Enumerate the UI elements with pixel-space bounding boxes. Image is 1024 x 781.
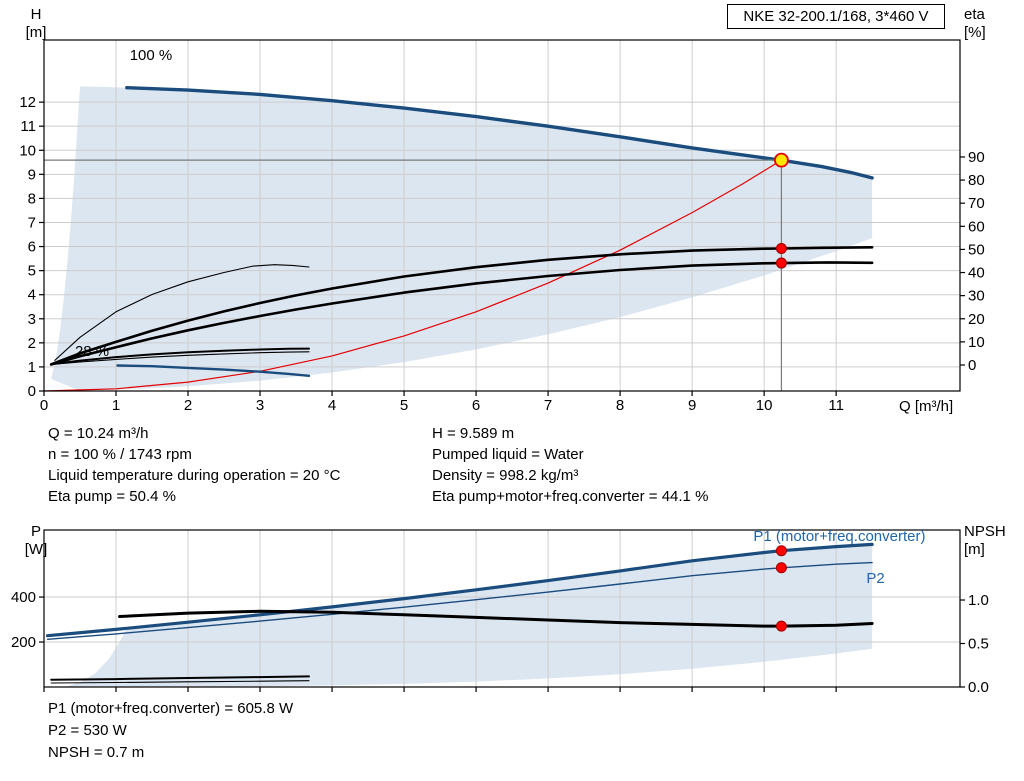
y-right-tick-label: 0.5 bbox=[968, 636, 989, 653]
info-line-p1: P1 (motor+freq.converter) = 605.8 W bbox=[48, 700, 294, 717]
y-right-tick-label: 40 bbox=[968, 265, 985, 282]
series-p-low-speed-curve-2 bbox=[50, 680, 310, 684]
y-right-tick-label: 50 bbox=[968, 241, 985, 258]
series-p-low-speed-curve-1 bbox=[50, 675, 310, 681]
info-line-h: H = 9.589 m bbox=[432, 425, 515, 442]
y-left-tick-label: 200 bbox=[11, 634, 36, 651]
y-left-tick-label: 12 bbox=[19, 94, 36, 111]
p1-point-marker bbox=[775, 545, 787, 557]
series-eta-low-curve-1 bbox=[50, 347, 310, 366]
y-left-tick-label: 1 bbox=[28, 359, 36, 376]
eta-axis-unit: [%] bbox=[964, 24, 986, 41]
p-axis-unit: [W] bbox=[24, 541, 48, 558]
npsh-point-marker bbox=[775, 620, 787, 632]
y-right-tick-label: 10 bbox=[968, 334, 985, 351]
series-eta-reduced-speed-arc bbox=[54, 264, 310, 361]
info-line-density: Density = 998.2 kg/m³ bbox=[432, 467, 579, 484]
y-left-tick-label: 4 bbox=[28, 287, 36, 304]
x-tick-label: 7 bbox=[544, 397, 552, 414]
p1-curve-label: P1 (motor+freq.converter) bbox=[753, 528, 925, 545]
qh-eta-chart-operating-envelope bbox=[51, 86, 873, 391]
eta-axis-symbol: eta bbox=[964, 6, 985, 23]
y-right-tick-label: 20 bbox=[968, 311, 985, 328]
x-tick-label: 3 bbox=[256, 397, 264, 414]
h-axis-unit: [m] bbox=[25, 24, 47, 41]
y-right-tick-label: 70 bbox=[968, 195, 985, 212]
power-npsh-chart-frame bbox=[43, 529, 961, 688]
info-line-eta-pump: Eta pump = 50.4 % bbox=[48, 488, 176, 505]
x-tick-label: 9 bbox=[688, 397, 696, 414]
y-right-tick-label: 30 bbox=[968, 288, 985, 305]
series-eta-pump-curve bbox=[49, 246, 874, 366]
y-right-tick-label: 90 bbox=[968, 149, 985, 166]
y-left-tick-label: 0 bbox=[28, 383, 36, 400]
x-tick-label: 11 bbox=[828, 397, 844, 414]
y-left-tick-label: 3 bbox=[28, 311, 36, 328]
y-left-tick-label: 8 bbox=[28, 190, 36, 207]
y-left-tick-label: 7 bbox=[28, 214, 36, 231]
y-right-tick-label: 1.0 bbox=[968, 592, 989, 609]
info-line-pumped-liquid: Pumped liquid = Water bbox=[432, 446, 584, 463]
p2-curve-label: P2 bbox=[866, 570, 884, 587]
h-axis-title: H [m] bbox=[18, 6, 54, 42]
x-tick-label: 6 bbox=[472, 397, 480, 414]
npsh-axis-symbol: NPSH bbox=[964, 523, 1006, 540]
y-left-tick-label: 11 bbox=[20, 118, 36, 135]
x-tick-label: 5 bbox=[400, 397, 408, 414]
series-eta-total-curve bbox=[49, 261, 874, 366]
speed-100pct-label: 100 % bbox=[130, 47, 173, 64]
h-axis-symbol: H bbox=[30, 6, 42, 23]
pump-model-title: NKE 32-200.1/168, 3*460 V bbox=[743, 8, 929, 25]
y-right-tick-label: 80 bbox=[968, 172, 985, 189]
info-line-q: Q = 10.24 m³/h bbox=[48, 425, 149, 442]
npsh-axis-unit: [m] bbox=[964, 541, 985, 558]
eta-pump-point-marker bbox=[775, 242, 787, 254]
x-tick-label: 8 bbox=[616, 397, 624, 414]
duty-info-left-column: Q = 10.24 m³/h n = 100 % / 1743 rpm Liqu… bbox=[48, 423, 340, 507]
series-min-speed-28pct-curve bbox=[116, 364, 311, 377]
y-left-tick-label: 10 bbox=[19, 142, 36, 159]
y-left-tick-label: 2 bbox=[28, 335, 36, 352]
x-tick-label: 1 bbox=[112, 397, 120, 414]
npsh-axis-title: NPSH [m] bbox=[964, 523, 1006, 559]
qh-eta-chart-frame bbox=[43, 39, 961, 392]
info-line-p2: P2 = 530 W bbox=[48, 722, 127, 739]
duty-info-right-column: H = 9.589 m Pumped liquid = Water Densit… bbox=[432, 423, 708, 507]
eta-axis-title: eta [%] bbox=[964, 6, 986, 42]
p-axis-symbol: P bbox=[30, 523, 41, 540]
y-left-tick-label: 9 bbox=[28, 166, 36, 183]
duty-point-marker bbox=[774, 152, 789, 168]
speed-28pct-label: 28 % bbox=[75, 343, 109, 360]
series-affinity-line-to-duty-point bbox=[43, 159, 782, 392]
p2-point-marker bbox=[775, 562, 787, 574]
y-left-tick-label: 5 bbox=[28, 263, 36, 280]
y-right-tick-label: 0 bbox=[968, 357, 976, 374]
eta-total-point-marker bbox=[775, 257, 787, 269]
x-tick-label: 2 bbox=[184, 397, 192, 414]
y-right-tick-label: 0.0 bbox=[968, 679, 989, 696]
pump-model-title-box: NKE 32-200.1/168, 3*460 V bbox=[727, 4, 945, 29]
power-info-block: P1 (motor+freq.converter) = 605.8 W P2 =… bbox=[48, 698, 293, 764]
info-line-speed: n = 100 % / 1743 rpm bbox=[48, 446, 192, 463]
y-left-tick-label: 400 bbox=[11, 589, 36, 606]
info-line-npsh: NPSH = 0.7 m bbox=[48, 744, 145, 761]
y-right-tick-label: 60 bbox=[968, 218, 985, 235]
x-tick-label: 4 bbox=[328, 397, 336, 414]
p-axis-title: P [W] bbox=[18, 523, 54, 559]
info-line-liquid-temp: Liquid temperature during operation = 20… bbox=[48, 467, 341, 484]
y-left-tick-label: 6 bbox=[28, 239, 36, 256]
series-max-speed-100pct-curve bbox=[125, 86, 874, 180]
x-tick-label: 10 bbox=[756, 397, 773, 414]
x-tick-label: 0 bbox=[40, 397, 48, 414]
series-eta-low-curve-2 bbox=[50, 351, 310, 366]
info-line-eta-total: Eta pump+motor+freq.converter = 44.1 % bbox=[432, 488, 709, 505]
q-axis-title: Q [m³/h] bbox=[899, 398, 954, 415]
